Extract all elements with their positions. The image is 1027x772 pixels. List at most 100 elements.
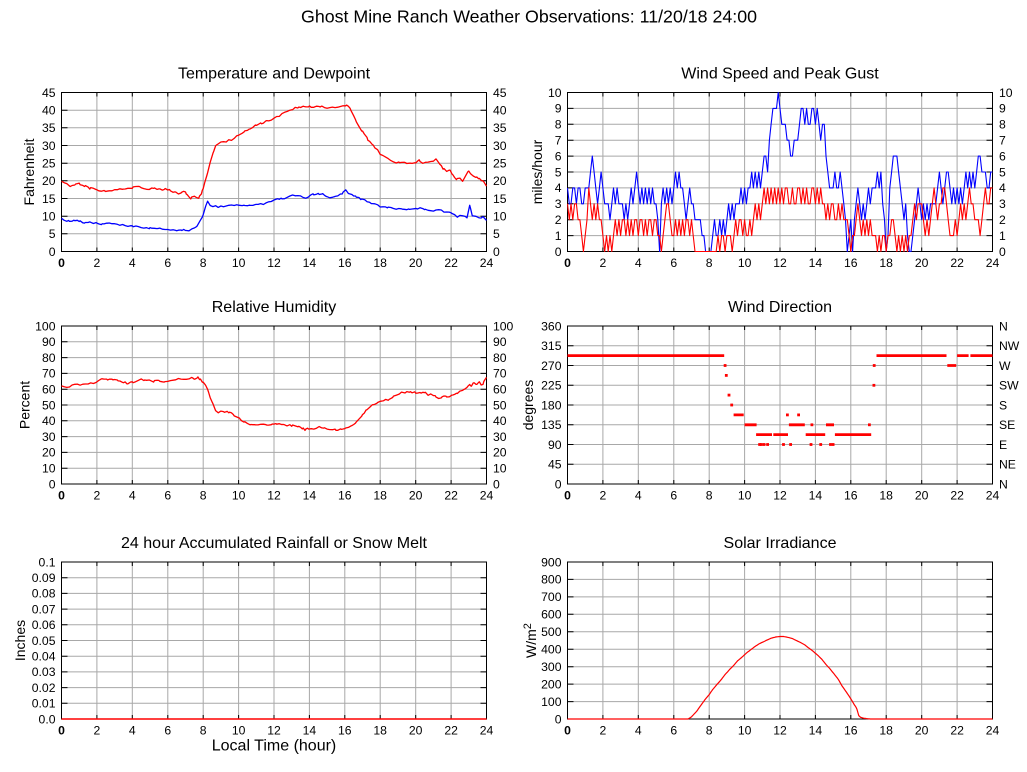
svg-text:20: 20 xyxy=(915,724,929,738)
svg-text:70: 70 xyxy=(493,367,507,381)
svg-text:W: W xyxy=(999,359,1011,373)
svg-text:16: 16 xyxy=(844,256,858,270)
svg-text:40: 40 xyxy=(493,414,507,428)
svg-text:22: 22 xyxy=(444,724,458,738)
svg-text:Local Time (hour): Local Time (hour) xyxy=(212,738,337,755)
svg-text:0: 0 xyxy=(49,245,56,259)
svg-text:N: N xyxy=(999,319,1008,333)
svg-text:2: 2 xyxy=(94,489,101,503)
svg-text:22: 22 xyxy=(950,724,964,738)
svg-text:30: 30 xyxy=(493,139,507,153)
svg-text:900: 900 xyxy=(541,555,562,569)
svg-text:18: 18 xyxy=(373,256,387,270)
svg-text:2: 2 xyxy=(94,724,101,738)
svg-text:18: 18 xyxy=(879,256,893,270)
svg-text:NW: NW xyxy=(999,339,1020,353)
svg-text:5: 5 xyxy=(999,165,1006,179)
svg-text:8: 8 xyxy=(200,724,207,738)
svg-text:6: 6 xyxy=(164,724,171,738)
svg-text:400: 400 xyxy=(541,643,562,657)
svg-text:NE: NE xyxy=(999,458,1016,472)
svg-text:18: 18 xyxy=(879,724,893,738)
svg-text:30: 30 xyxy=(493,430,507,444)
svg-text:800: 800 xyxy=(541,573,562,587)
svg-text:8: 8 xyxy=(706,489,713,503)
svg-text:0: 0 xyxy=(564,489,571,503)
svg-text:12: 12 xyxy=(267,256,281,270)
svg-text:20: 20 xyxy=(493,174,507,188)
svg-text:18: 18 xyxy=(373,489,387,503)
svg-text:50: 50 xyxy=(42,398,56,412)
svg-text:Inches: Inches xyxy=(12,620,28,661)
svg-text:10: 10 xyxy=(738,724,752,738)
svg-text:60: 60 xyxy=(493,383,507,397)
svg-text:8: 8 xyxy=(706,256,713,270)
svg-text:3: 3 xyxy=(555,197,562,211)
svg-text:SW: SW xyxy=(999,379,1019,393)
svg-text:1: 1 xyxy=(555,229,562,243)
svg-text:6: 6 xyxy=(670,489,677,503)
svg-text:200: 200 xyxy=(541,677,562,691)
svg-text:16: 16 xyxy=(338,489,352,503)
svg-text:2: 2 xyxy=(600,489,607,503)
svg-text:0.05: 0.05 xyxy=(32,634,56,648)
svg-text:9: 9 xyxy=(555,102,562,116)
svg-text:40: 40 xyxy=(42,414,56,428)
svg-text:6: 6 xyxy=(670,256,677,270)
svg-text:2: 2 xyxy=(600,724,607,738)
svg-text:2: 2 xyxy=(555,213,562,227)
svg-text:0.1: 0.1 xyxy=(39,555,56,569)
svg-text:3: 3 xyxy=(999,197,1006,211)
svg-text:1: 1 xyxy=(999,229,1006,243)
svg-text:22: 22 xyxy=(444,256,458,270)
svg-text:80: 80 xyxy=(493,351,507,365)
svg-text:0: 0 xyxy=(999,245,1006,259)
svg-text:18: 18 xyxy=(879,489,893,503)
svg-text:0: 0 xyxy=(58,724,65,738)
svg-text:0: 0 xyxy=(564,256,571,270)
svg-text:Percent: Percent xyxy=(17,381,33,429)
svg-text:0.06: 0.06 xyxy=(32,618,56,632)
svg-text:35: 35 xyxy=(493,121,507,135)
svg-text:6: 6 xyxy=(999,149,1006,163)
svg-text:10: 10 xyxy=(42,210,56,224)
svg-text:270: 270 xyxy=(541,359,562,373)
svg-text:8: 8 xyxy=(706,724,713,738)
svg-text:135: 135 xyxy=(541,418,562,432)
svg-text:15: 15 xyxy=(493,192,507,206)
svg-text:10: 10 xyxy=(999,86,1013,100)
svg-text:35: 35 xyxy=(42,121,56,135)
svg-text:10: 10 xyxy=(232,724,246,738)
svg-text:0.02: 0.02 xyxy=(32,681,56,695)
svg-text:4: 4 xyxy=(635,724,642,738)
svg-text:4: 4 xyxy=(129,256,136,270)
svg-text:4: 4 xyxy=(999,181,1006,195)
svg-text:80: 80 xyxy=(42,351,56,365)
svg-text:20: 20 xyxy=(409,256,423,270)
svg-text:20: 20 xyxy=(409,724,423,738)
svg-text:0: 0 xyxy=(564,724,571,738)
svg-text:E: E xyxy=(999,438,1007,452)
svg-text:degrees: degrees xyxy=(520,380,536,431)
svg-text:10: 10 xyxy=(738,256,752,270)
svg-text:45: 45 xyxy=(548,458,562,472)
svg-text:30: 30 xyxy=(42,430,56,444)
svg-text:24 hour Accumulated Rainfall o: 24 hour Accumulated Rainfall or Snow Mel… xyxy=(121,535,427,552)
svg-text:0: 0 xyxy=(493,477,500,491)
svg-text:miles/hour: miles/hour xyxy=(529,139,545,204)
svg-text:2: 2 xyxy=(94,256,101,270)
svg-text:8: 8 xyxy=(200,489,207,503)
svg-text:0: 0 xyxy=(555,245,562,259)
svg-text:0: 0 xyxy=(555,712,562,726)
svg-text:2: 2 xyxy=(600,256,607,270)
svg-text:14: 14 xyxy=(809,256,823,270)
svg-text:8: 8 xyxy=(200,256,207,270)
svg-text:90: 90 xyxy=(42,335,56,349)
svg-text:6: 6 xyxy=(164,489,171,503)
svg-text:60: 60 xyxy=(42,383,56,397)
svg-text:25: 25 xyxy=(42,157,56,171)
svg-text:5: 5 xyxy=(49,227,56,241)
svg-text:6: 6 xyxy=(670,724,677,738)
svg-text:0.08: 0.08 xyxy=(32,587,56,601)
svg-text:24: 24 xyxy=(480,256,494,270)
